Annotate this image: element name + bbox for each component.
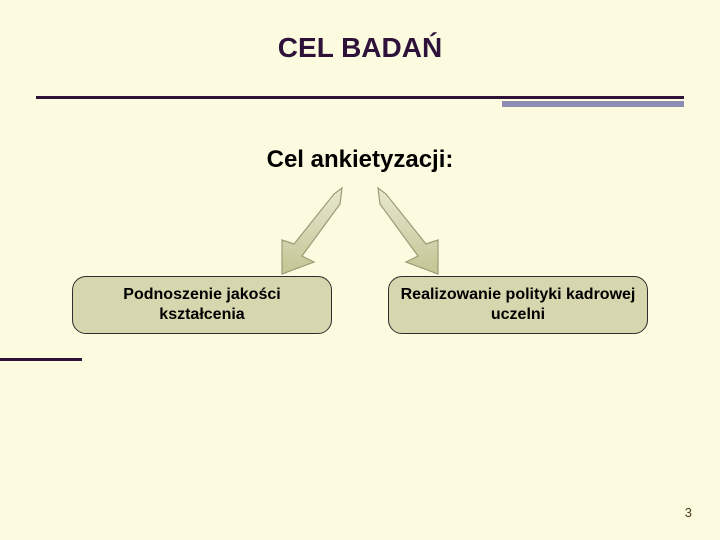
box-hr-policy: Realizowanie polityki kadrowej uczelni: [388, 276, 648, 334]
box-quality: Podnoszenie jakości kształcenia: [72, 276, 332, 334]
box-hr-policy-label: Realizowanie polityki kadrowej uczelni: [399, 285, 637, 325]
subtitle: Cel ankietyzacji:: [0, 146, 720, 174]
slide: CEL BADAŃ Cel ankietyzacji: Podnoszenie …: [0, 0, 720, 540]
title-underline: [36, 96, 684, 99]
page-number: 3: [685, 505, 692, 520]
arrow-left-icon: [268, 186, 360, 278]
left-side-bar: [0, 358, 82, 361]
page-title: CEL BADAŃ: [0, 32, 720, 64]
arrow-right-icon: [360, 186, 452, 278]
title-underline-accent: [502, 101, 684, 107]
box-quality-label: Podnoszenie jakości kształcenia: [83, 285, 321, 325]
